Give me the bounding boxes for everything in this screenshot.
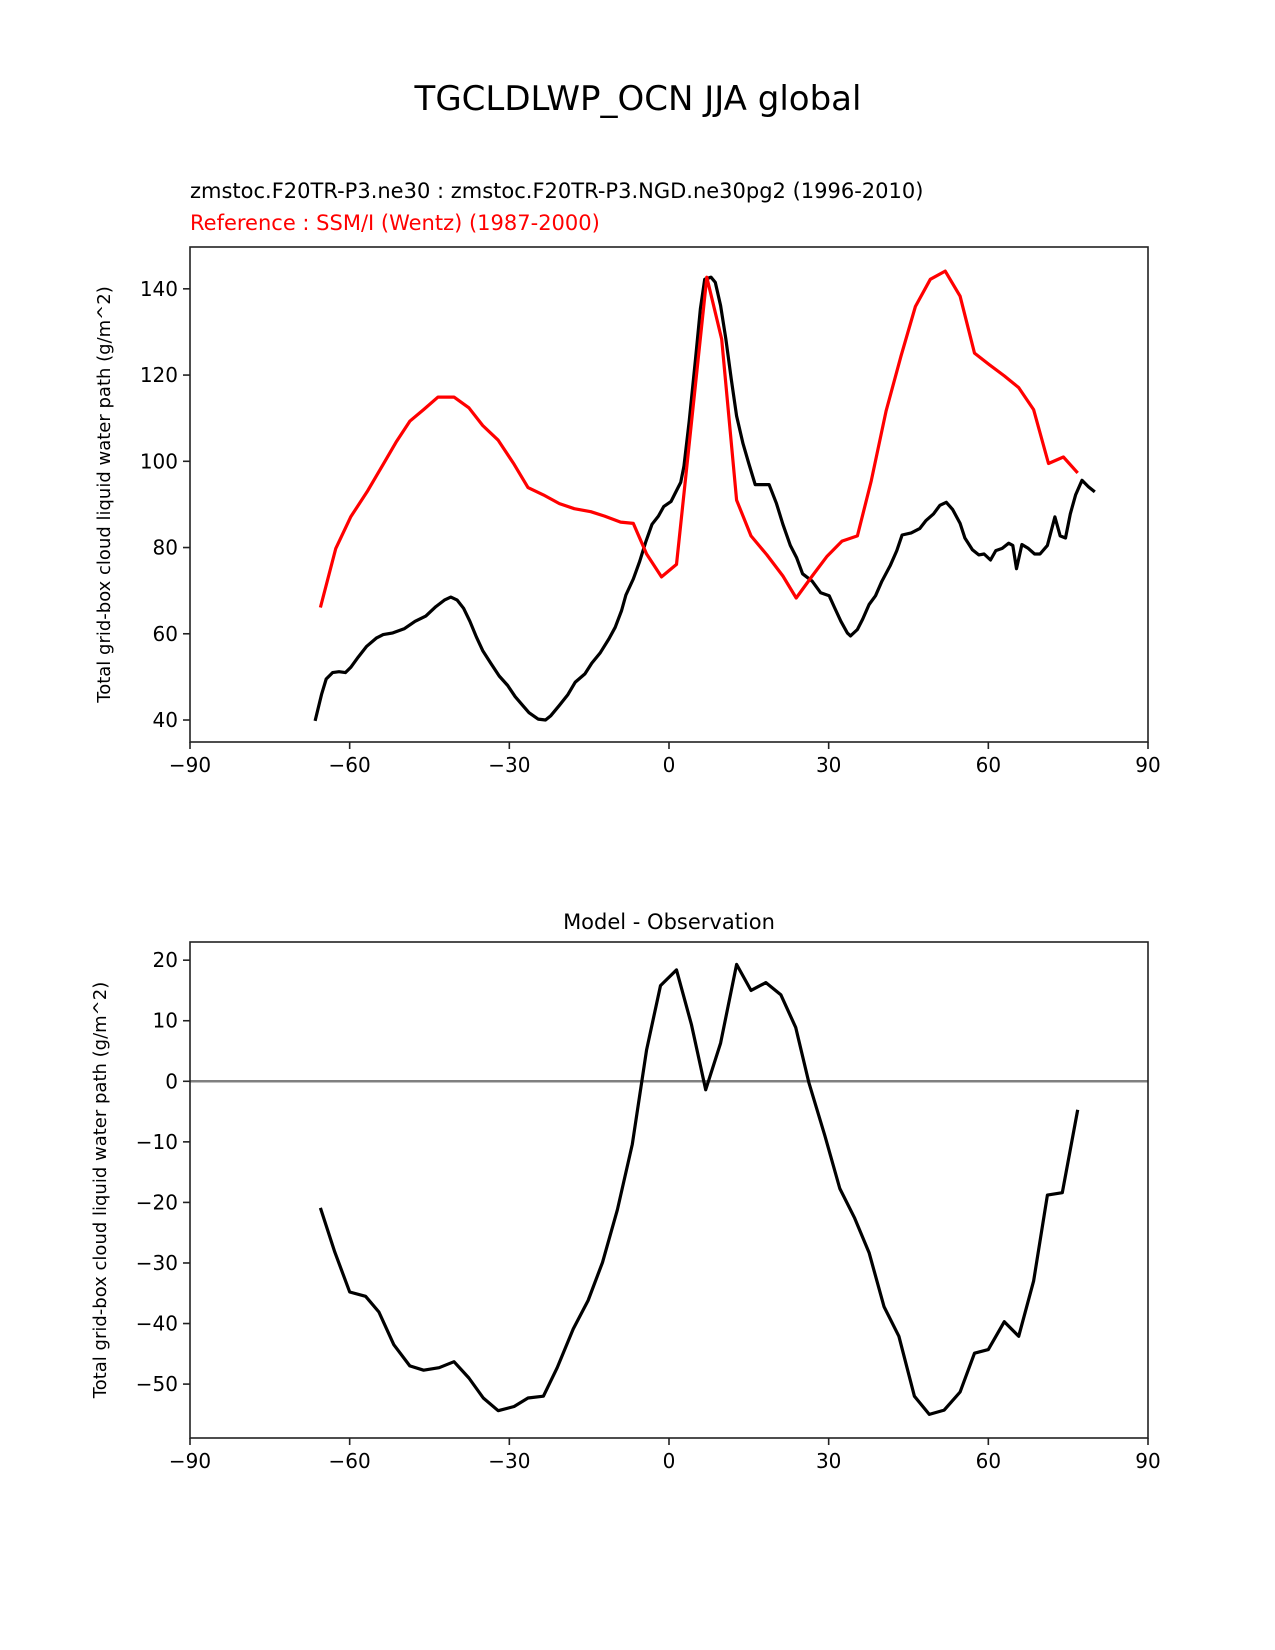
diff-plot-title: Model - Observation	[563, 910, 775, 934]
figure-suptitle: TGCLDLWP_OCN JJA global	[414, 79, 862, 119]
x-tick-label: −60	[329, 753, 371, 777]
series-line-test	[313, 275, 1096, 722]
y-axis-label: Total grid-box cloud liquid water path (…	[90, 982, 111, 1399]
y-tick-label: 140	[140, 277, 178, 301]
x-tick-label: −90	[169, 753, 211, 777]
x-tick-label: 0	[663, 1449, 676, 1473]
x-tick-label: 0	[663, 753, 676, 777]
x-tick-label: 90	[1135, 1449, 1160, 1473]
x-tick-label: −90	[169, 1449, 211, 1473]
x-tick-label: −60	[329, 1449, 371, 1473]
x-tick-label: −30	[488, 753, 530, 777]
y-tick-label: −10	[136, 1130, 178, 1154]
x-tick-label: 30	[816, 1449, 841, 1473]
y-tick-label: 20	[153, 948, 178, 972]
y-tick-label: 60	[153, 622, 178, 646]
y-tick-label: −40	[136, 1312, 178, 1336]
y-tick-label: 120	[140, 363, 178, 387]
y-tick-label: −20	[136, 1190, 178, 1214]
x-tick-label: 60	[976, 1449, 1001, 1473]
x-tick-label: 60	[976, 753, 1001, 777]
difference-plot: −90 −60 −30 0 30 60 90 −50 −40 −30 −20 −10 0 10 20 Tota…	[90, 941, 1161, 1473]
y-tick-label: 100	[140, 449, 178, 473]
zonal-mean-plot: −90 −60 −30 0 30 60 90 40 60 80 100 120 140 Total gri…	[94, 246, 1161, 777]
y-tick-label: −30	[136, 1251, 178, 1275]
y-tick-label: 10	[153, 1009, 178, 1033]
x-tick-label: 30	[816, 753, 841, 777]
y-tick-label: 0	[165, 1069, 178, 1093]
y-tick-label: 80	[153, 536, 178, 560]
y-tick-label: −50	[136, 1372, 178, 1396]
series-line-test	[318, 962, 1080, 1417]
x-tick-label: 90	[1135, 753, 1160, 777]
test-case-title: zmstoc.F20TR-P3.ne30 : zmstoc.F20TR-P3.N…	[190, 179, 923, 203]
x-tick-label: −30	[488, 1449, 530, 1473]
y-axis-label: Total grid-box cloud liquid water path (…	[94, 286, 115, 703]
y-tick-label: 40	[153, 708, 178, 732]
reference-title: Reference : SSM/I (Wentz) (1987-2000)	[190, 211, 600, 235]
series-line-reference	[318, 269, 1079, 608]
